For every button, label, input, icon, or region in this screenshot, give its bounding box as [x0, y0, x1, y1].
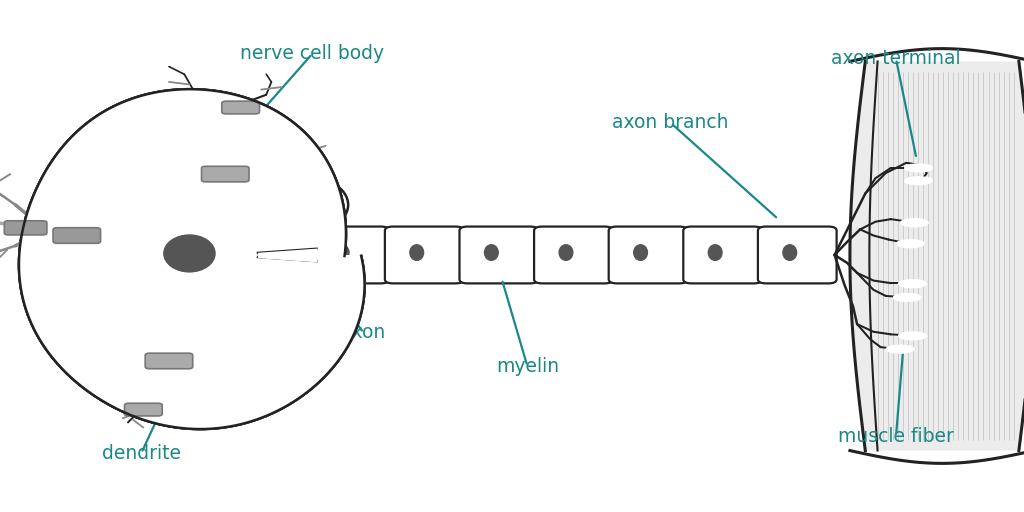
Ellipse shape: [905, 177, 932, 184]
Ellipse shape: [241, 289, 333, 346]
Polygon shape: [19, 89, 365, 429]
Polygon shape: [19, 89, 365, 429]
FancyBboxPatch shape: [4, 221, 47, 235]
Ellipse shape: [709, 245, 722, 260]
FancyBboxPatch shape: [385, 226, 464, 284]
Ellipse shape: [901, 219, 928, 226]
FancyBboxPatch shape: [758, 226, 837, 284]
FancyBboxPatch shape: [535, 226, 612, 284]
Ellipse shape: [783, 245, 797, 260]
Text: nerve cell body: nerve cell body: [241, 44, 384, 63]
Ellipse shape: [897, 240, 924, 247]
FancyBboxPatch shape: [683, 226, 762, 284]
Ellipse shape: [559, 245, 572, 260]
FancyBboxPatch shape: [310, 226, 389, 284]
Text: dendrite: dendrite: [101, 443, 181, 463]
Text: axon terminal: axon terminal: [831, 49, 961, 69]
Ellipse shape: [899, 280, 926, 287]
Text: axon: axon: [341, 323, 386, 343]
Ellipse shape: [894, 294, 921, 301]
Text: axon branch: axon branch: [612, 113, 729, 133]
Ellipse shape: [899, 332, 926, 339]
Ellipse shape: [335, 245, 349, 260]
Text: myelin: myelin: [496, 356, 559, 376]
Text: muscle fiber: muscle fiber: [838, 426, 954, 446]
FancyBboxPatch shape: [125, 403, 162, 416]
Ellipse shape: [174, 110, 276, 177]
FancyBboxPatch shape: [460, 226, 539, 284]
Ellipse shape: [634, 245, 647, 260]
Ellipse shape: [133, 320, 236, 381]
Ellipse shape: [887, 346, 913, 353]
FancyBboxPatch shape: [222, 101, 259, 114]
FancyBboxPatch shape: [145, 353, 193, 369]
Ellipse shape: [410, 245, 424, 260]
FancyBboxPatch shape: [53, 228, 100, 243]
Ellipse shape: [246, 174, 348, 236]
Polygon shape: [850, 61, 1024, 451]
Ellipse shape: [164, 235, 215, 272]
FancyBboxPatch shape: [608, 226, 687, 284]
Polygon shape: [19, 89, 365, 429]
FancyBboxPatch shape: [202, 166, 249, 182]
Ellipse shape: [484, 245, 499, 260]
Ellipse shape: [905, 164, 932, 172]
Ellipse shape: [164, 235, 215, 272]
